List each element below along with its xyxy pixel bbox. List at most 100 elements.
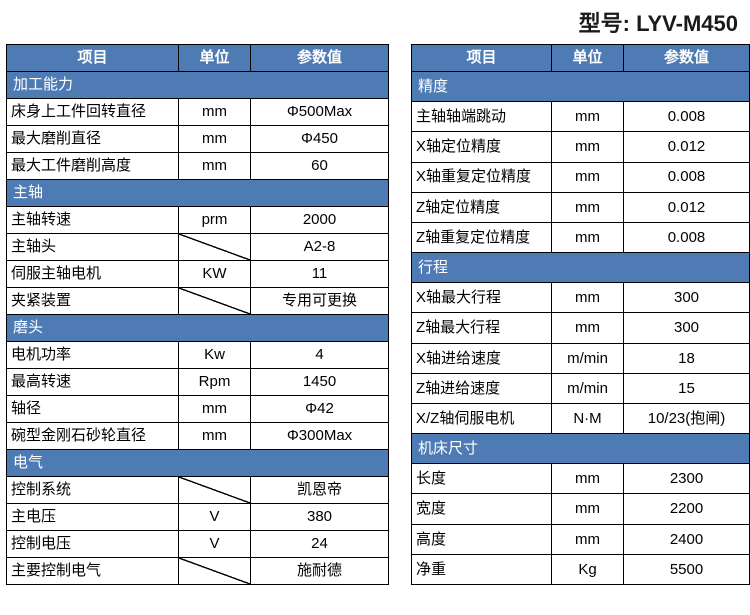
cell-item: 主轴转速: [7, 207, 179, 234]
cell-value: 2200: [624, 494, 750, 524]
table-row: 最大磨削直径mmΦ450: [7, 126, 389, 153]
section-label: 精度: [412, 72, 750, 102]
cell-value: 专用可更换: [251, 288, 389, 315]
cell-item: 碗型金刚石砂轮直径: [7, 423, 179, 450]
table-row: 净重Kg5500: [412, 554, 750, 584]
cell-value: Φ500Max: [251, 99, 389, 126]
cell-item: Z轴定位精度: [412, 192, 552, 222]
section-row: 加工能力: [7, 72, 389, 99]
cell-unit: mm: [552, 464, 624, 494]
cell-item: 最大工件磨削高度: [7, 153, 179, 180]
cell-unit: mm: [179, 153, 251, 180]
table-body-right: 精度主轴轴端跳动mm0.008X轴定位精度mm0.012X轴重复定位精度mm0.…: [412, 72, 750, 585]
model-label: 型号:: [579, 11, 630, 36]
table-row: 主电压V380: [7, 504, 389, 531]
section-row: 行程: [412, 253, 750, 283]
table-row: Z轴最大行程mm300: [412, 313, 750, 343]
header-item: 项目: [412, 45, 552, 72]
cell-unit: Rpm: [179, 369, 251, 396]
cell-item: X轴进给速度: [412, 343, 552, 373]
cell-unit: [179, 558, 251, 585]
section-label: 加工能力: [7, 72, 389, 99]
model-heading: 型号: LYV-M450: [6, 4, 744, 44]
cell-item: X/Z轴伺服电机: [412, 403, 552, 433]
cell-unit: V: [179, 504, 251, 531]
section-label: 磨头: [7, 315, 389, 342]
cell-value: 1450: [251, 369, 389, 396]
cell-item: Z轴重复定位精度: [412, 222, 552, 252]
cell-unit: mm: [179, 99, 251, 126]
table-row: 轴径mmΦ42: [7, 396, 389, 423]
cell-value: Φ42: [251, 396, 389, 423]
cell-value: 18: [624, 343, 750, 373]
cell-unit: Kg: [552, 554, 624, 584]
cell-unit: mm: [552, 162, 624, 192]
cell-value: Φ300Max: [251, 423, 389, 450]
table-row: 夹紧装置 专用可更换: [7, 288, 389, 315]
table-row: 最高转速Rpm1450: [7, 369, 389, 396]
cell-item: 主电压: [7, 504, 179, 531]
cell-value: 2000: [251, 207, 389, 234]
cell-value: 300: [624, 313, 750, 343]
cell-unit: mm: [179, 396, 251, 423]
cell-value: 11: [251, 261, 389, 288]
table-row: 主轴轴端跳动mm0.008: [412, 102, 750, 132]
cell-value: 施耐德: [251, 558, 389, 585]
cell-value: 2400: [624, 524, 750, 554]
table-row: 伺服主轴电机KW11: [7, 261, 389, 288]
cell-value: Φ450: [251, 126, 389, 153]
table-row: 高度mm2400: [412, 524, 750, 554]
cell-unit: Kw: [179, 342, 251, 369]
cell-value: 0.012: [624, 132, 750, 162]
cell-unit: [179, 234, 251, 261]
cell-value: 凯恩帝: [251, 477, 389, 504]
table-header-row: 项目 单位 参数值: [412, 45, 750, 72]
cell-value: 0.008: [624, 102, 750, 132]
table-row: 控制系统凯恩帝: [7, 477, 389, 504]
cell-value: 24: [251, 531, 389, 558]
table-row: 电机功率Kw4: [7, 342, 389, 369]
section-row: 主轴: [7, 180, 389, 207]
cell-unit: mm: [552, 102, 624, 132]
cell-unit: V: [179, 531, 251, 558]
cell-item: 夹紧装置: [7, 288, 179, 315]
tables-container: 项目 单位 参数值 加工能力床身上工件回转直径mmΦ500Max最大磨削直径mm…: [6, 44, 744, 585]
table-body-left: 加工能力床身上工件回转直径mmΦ500Max最大磨削直径mmΦ450最大工件磨削…: [7, 72, 389, 585]
cell-item: X轴定位精度: [412, 132, 552, 162]
table-header-row: 项目 单位 参数值: [7, 45, 389, 72]
table-row: Z轴定位精度mm0.012: [412, 192, 750, 222]
cell-value: 0.008: [624, 162, 750, 192]
cell-value: 4: [251, 342, 389, 369]
table-row: 碗型金刚石砂轮直径mmΦ300Max: [7, 423, 389, 450]
table-row: 主轴转速prm2000: [7, 207, 389, 234]
cell-item: 伺服主轴电机: [7, 261, 179, 288]
table-row: X/Z轴伺服电机N·M10/23(抱闸): [412, 403, 750, 433]
cell-unit: N·M: [552, 403, 624, 433]
cell-unit: mm: [179, 423, 251, 450]
table-row: 最大工件磨削高度mm60: [7, 153, 389, 180]
section-row: 精度: [412, 72, 750, 102]
cell-item: 电机功率: [7, 342, 179, 369]
section-label: 机床尺寸: [412, 434, 750, 464]
header-value: 参数值: [251, 45, 389, 72]
cell-unit: mm: [552, 283, 624, 313]
table-row: X轴定位精度mm0.012: [412, 132, 750, 162]
section-row: 电气: [7, 450, 389, 477]
table-row: 主要控制电气施耐德: [7, 558, 389, 585]
cell-item: 宽度: [412, 494, 552, 524]
cell-item: 净重: [412, 554, 552, 584]
table-row: 宽度mm2200: [412, 494, 750, 524]
header-unit: 单位: [552, 45, 624, 72]
cell-unit: mm: [552, 222, 624, 252]
spec-table-right: 项目 单位 参数值 精度主轴轴端跳动mm0.008X轴定位精度mm0.012X轴…: [411, 44, 750, 585]
cell-unit: prm: [179, 207, 251, 234]
cell-item: 高度: [412, 524, 552, 554]
table-row: X轴进给速度m/min18: [412, 343, 750, 373]
cell-item: 最高转速: [7, 369, 179, 396]
cell-item: 最大磨削直径: [7, 126, 179, 153]
section-label: 行程: [412, 253, 750, 283]
cell-unit: mm: [552, 313, 624, 343]
header-item: 项目: [7, 45, 179, 72]
cell-item: Z轴最大行程: [412, 313, 552, 343]
spec-table-left: 项目 单位 参数值 加工能力床身上工件回转直径mmΦ500Max最大磨削直径mm…: [6, 44, 389, 585]
